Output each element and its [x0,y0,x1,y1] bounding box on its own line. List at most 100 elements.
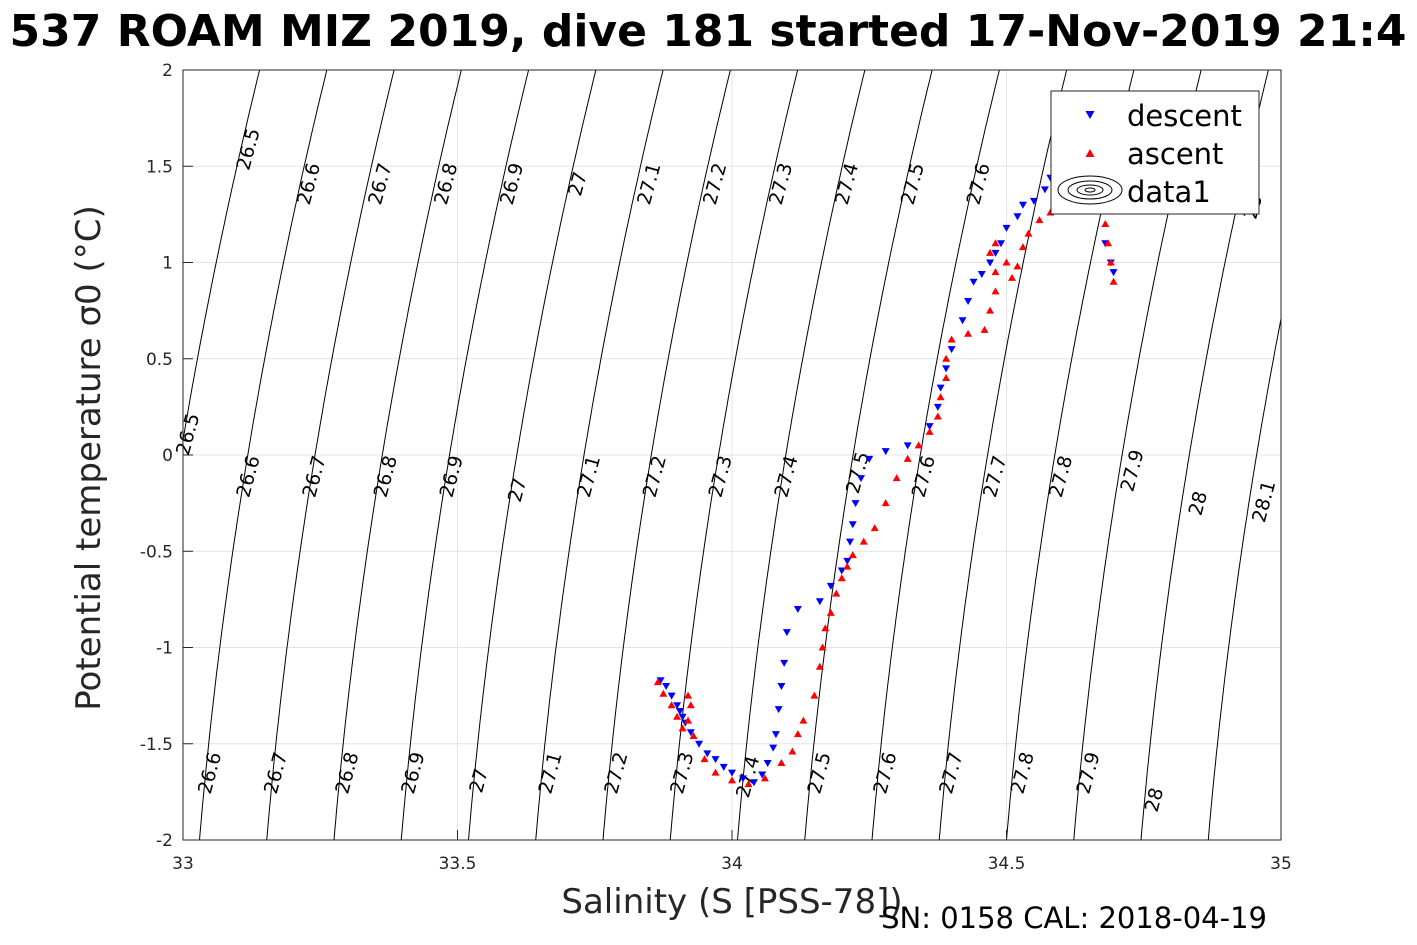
descent-point [777,683,786,690]
ascent-point [728,776,736,784]
y-tick-label: 1.5 [146,157,173,177]
descent-point [815,598,824,606]
ascent-point [832,589,841,597]
ascent-point [826,608,835,616]
ascent-point [1002,258,1011,266]
isopycnal-27.4 [737,70,866,840]
legend-ascent-label: ascent [1127,137,1223,171]
ascent-point [684,716,693,724]
legend-descent-label: descent [1127,99,1242,133]
ascent-point [892,474,901,482]
y-tick-label: 2 [162,61,173,81]
ascent-point [933,412,942,420]
y-tick-label: -1.5 [140,735,173,755]
isopycnal-26.8 [333,70,462,840]
descent-point [793,606,802,613]
ascent-point [1013,262,1022,270]
ascent-point [936,393,945,401]
ascent-point [711,768,720,776]
legend: descent ascent data1 [1050,90,1260,215]
ascent-point [818,643,827,651]
descent-point [986,259,995,267]
ascent-point [821,624,830,632]
isopycnal-26.9 [400,70,530,840]
x-tick-label: 34.5 [988,854,1026,874]
ascent-point [686,701,695,709]
ascent-point [925,427,934,435]
descent-point [1040,186,1049,194]
isopycnal-26.6 [199,70,328,840]
descent-point [686,729,695,737]
ascent-point [1035,216,1044,224]
descent-point [925,423,934,431]
descent-point [1002,224,1011,232]
descent-point [728,769,736,777]
y-tick-label: -1 [156,639,173,659]
isopycnal-27 [468,70,597,840]
ascent-point [914,441,923,449]
isopycnal-28.1 [1207,316,1281,840]
ascent-point [980,325,989,333]
descent-point [774,706,783,714]
y-axis-label: Potential temperature σ0 (°C) [69,205,109,711]
ascent-point [673,712,682,720]
descent-point [843,557,852,565]
ascent-point [1106,258,1115,266]
descent-point [964,298,973,305]
descent-point [695,740,704,748]
isopycnal-26.7 [266,70,395,840]
descent-point [763,760,772,767]
ascent-point [659,689,668,697]
ascent-point [788,747,797,755]
descent-point [667,692,676,700]
ascent-point [964,329,973,337]
y-tick-label: 0.5 [146,350,173,370]
descent-point [719,763,728,771]
isopycnal-27.6 [871,70,1000,840]
ascent-point [843,562,852,570]
descent-point [865,455,874,463]
x-tick-label: 33 [172,854,194,874]
legend-box [1050,90,1260,215]
descent-point [991,249,1000,257]
descent-point [1018,201,1027,209]
descent-point [771,731,780,739]
descent-point [881,448,890,456]
descent-point [678,713,687,721]
ascent-point [653,678,662,686]
descent-point [846,538,855,546]
x-tick-label: 35 [1270,854,1292,874]
ascent-point [1109,277,1118,285]
ascent-point [986,306,995,314]
ascent-point [744,780,753,788]
descent-point [782,629,791,637]
ascent-point [815,662,824,670]
ascent-point [678,724,687,732]
calibration-footer: SN: 0158 CAL: 2018-04-19 [881,901,1267,935]
x-axis-label: Salinity (S [PSS-78]) [561,882,902,922]
descent-point [749,779,758,787]
isopycnal-27.2 [602,70,731,840]
y-tick-label: -2 [156,831,173,851]
descent-point [758,771,767,779]
legend-ascent-marker [1085,149,1095,157]
ascent-point [903,454,912,462]
ascent-point [1104,239,1113,247]
ascent-point [881,499,890,507]
ascent-point [848,551,857,559]
descent-point [780,659,789,667]
ascent-point [700,755,709,763]
ascent-point [837,574,846,582]
descent-point [769,744,778,752]
ascent-point [777,759,786,766]
descent-point [903,442,912,450]
y-tick-label: 1 [162,254,173,274]
ascent-point [859,537,868,545]
isopycnal-27.1 [535,70,664,840]
y-axis-ticks: -2 -1.5 -1 -0.5 0 0.5 1 1.5 2 [140,61,193,851]
descent-point [936,384,945,392]
descent-point [673,702,682,710]
ascent-point [684,691,693,699]
ascent-point [667,701,676,709]
descent-point [997,240,1006,248]
